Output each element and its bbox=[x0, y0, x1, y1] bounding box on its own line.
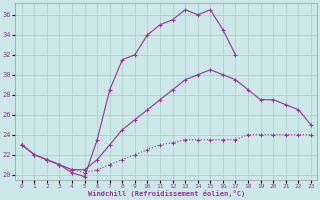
X-axis label: Windchill (Refroidissement éolien,°C): Windchill (Refroidissement éolien,°C) bbox=[88, 190, 245, 197]
